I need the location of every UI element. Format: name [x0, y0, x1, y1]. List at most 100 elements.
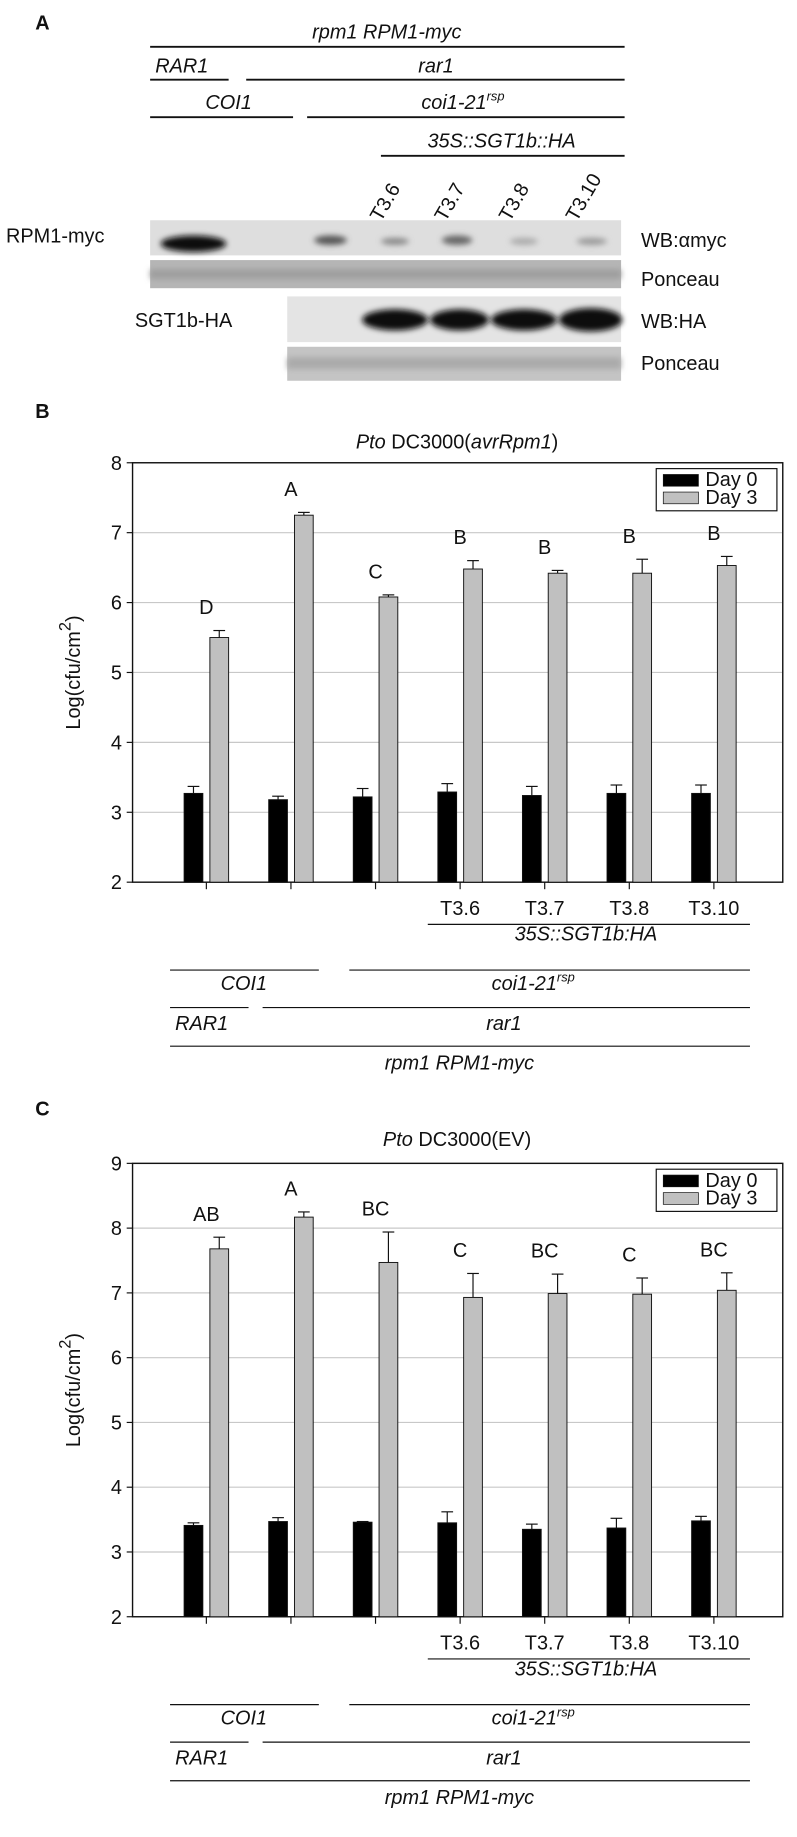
bar — [606, 1527, 627, 1618]
ponceau-band — [150, 269, 622, 279]
genotype-label-part: coi1-21 — [492, 1708, 557, 1730]
error-bar — [525, 785, 538, 796]
error-bar — [272, 1517, 284, 1522]
legend-label: Day 3 — [705, 487, 757, 509]
genotype-label: coi1-21rsp — [421, 89, 504, 114]
y-tick-label: 8 — [111, 1218, 122, 1240]
genotype-label-part: rsp — [557, 970, 575, 985]
error-bar — [297, 1211, 310, 1218]
genotype-label-part: 35S::SGT1b:HA — [515, 924, 658, 946]
bar — [691, 792, 711, 883]
y-tick-label: 4 — [111, 732, 122, 754]
lane-label: T3.10 — [562, 170, 607, 225]
chart-title: Pto DC3000(EV) — [383, 1129, 531, 1151]
bar — [521, 1528, 542, 1618]
genotype-label: rpm1 RPM1-myc — [385, 1053, 534, 1075]
y-tick-label: 5 — [111, 1412, 122, 1434]
error-bar — [297, 511, 310, 516]
legend-swatch — [662, 1192, 699, 1205]
y-tick-label: 5 — [111, 663, 122, 685]
genotype-label: COI1 — [205, 92, 251, 114]
error-bar — [610, 784, 623, 794]
error-bar — [720, 1272, 733, 1291]
panel-label: A — [35, 12, 49, 34]
bar — [547, 572, 568, 883]
significance-letter: A — [284, 1179, 298, 1201]
genotype-label: COI1 — [221, 973, 267, 995]
bar — [209, 637, 230, 883]
legend-swatch — [662, 491, 699, 505]
bar — [632, 572, 653, 883]
genotype-label: rpm1 RPM1-myc — [312, 22, 461, 44]
wb-label: WB:HA — [641, 311, 707, 333]
genotype-label: COI1 — [221, 1708, 267, 1730]
blot-myc — [150, 220, 622, 256]
genotype-label-part: 35S::SGT1b:HA — [515, 1658, 658, 1680]
bar — [293, 1216, 314, 1618]
lane-label: T3.7 — [431, 180, 470, 226]
chart-title-part: DC3000( — [386, 432, 472, 454]
bands-myc — [160, 235, 608, 252]
error-bar — [610, 1517, 623, 1529]
significance-letter: B — [623, 526, 636, 548]
genotype-label-part: rpm1 RPM1-myc — [385, 1787, 534, 1809]
significance-letter: C — [368, 561, 382, 583]
genotype-label: 35S::SGT1b:HA — [515, 924, 658, 946]
legend-label: Day 3 — [705, 1187, 757, 1209]
significance-letter: BC — [700, 1239, 728, 1261]
genotype-label: 35S::SGT1b:HA — [515, 1658, 658, 1680]
error-bar — [187, 785, 200, 794]
error-bar — [382, 594, 395, 597]
legend-label: Day 0 — [705, 1170, 757, 1192]
error-bar — [382, 1231, 395, 1263]
bar — [268, 799, 288, 883]
error-bar — [551, 1273, 564, 1294]
x-tick-label: T3.10 — [688, 1633, 739, 1655]
y-axis-label: Log(cfu/cm2) — [56, 615, 84, 729]
bar — [378, 1261, 399, 1618]
blot-label: SGT1b-HA — [135, 310, 233, 332]
error-bar — [467, 1272, 479, 1298]
bar — [378, 596, 399, 883]
legend-label: Day 0 — [705, 469, 757, 491]
genotype-label-part: RAR1 — [175, 1747, 228, 1769]
error-bar — [213, 1236, 226, 1249]
bar — [437, 1522, 458, 1618]
bar — [463, 568, 483, 883]
genotype-label-part: rar1 — [486, 1747, 521, 1769]
y-tick-label: 8 — [111, 453, 122, 475]
genotype-label: rar1 — [418, 56, 453, 78]
genotype-label: rar1 — [486, 1013, 521, 1035]
legend-swatch — [662, 474, 699, 487]
plot-frame — [131, 1162, 784, 1618]
significance-letter: C — [453, 1240, 467, 1262]
y-axis-label-part: 2 — [56, 622, 74, 631]
error-bar — [213, 629, 226, 638]
lane-label: T3.6 — [366, 180, 405, 226]
y-axis-label-part: Log(cfu/cm — [63, 631, 85, 729]
y-tick-label: 7 — [111, 523, 122, 545]
error-bar — [551, 569, 564, 574]
y-tick-label: 3 — [111, 802, 122, 824]
genotype-label-part: 35S::SGT1b::HA — [427, 131, 575, 153]
significance-letter: BC — [362, 1199, 390, 1221]
genotype-label-part: rsp — [487, 89, 505, 104]
error-bar — [720, 555, 733, 566]
error-bar — [441, 1511, 454, 1523]
bar — [437, 791, 458, 883]
bar — [716, 565, 737, 883]
significance-letter: AB — [193, 1204, 220, 1226]
wb-label: Ponceau — [641, 269, 720, 291]
wb-label: Ponceau — [641, 353, 720, 375]
legend-swatch — [662, 1174, 699, 1188]
y-axis-label-part: Log(cfu/cm — [63, 1349, 85, 1447]
bar — [463, 1296, 483, 1618]
error-bar — [636, 558, 649, 574]
bar — [352, 796, 373, 883]
bar — [352, 1521, 373, 1618]
error-bar — [695, 1515, 707, 1521]
error-bar — [467, 560, 479, 570]
genotype-label-part: coi1-21 — [492, 973, 557, 995]
